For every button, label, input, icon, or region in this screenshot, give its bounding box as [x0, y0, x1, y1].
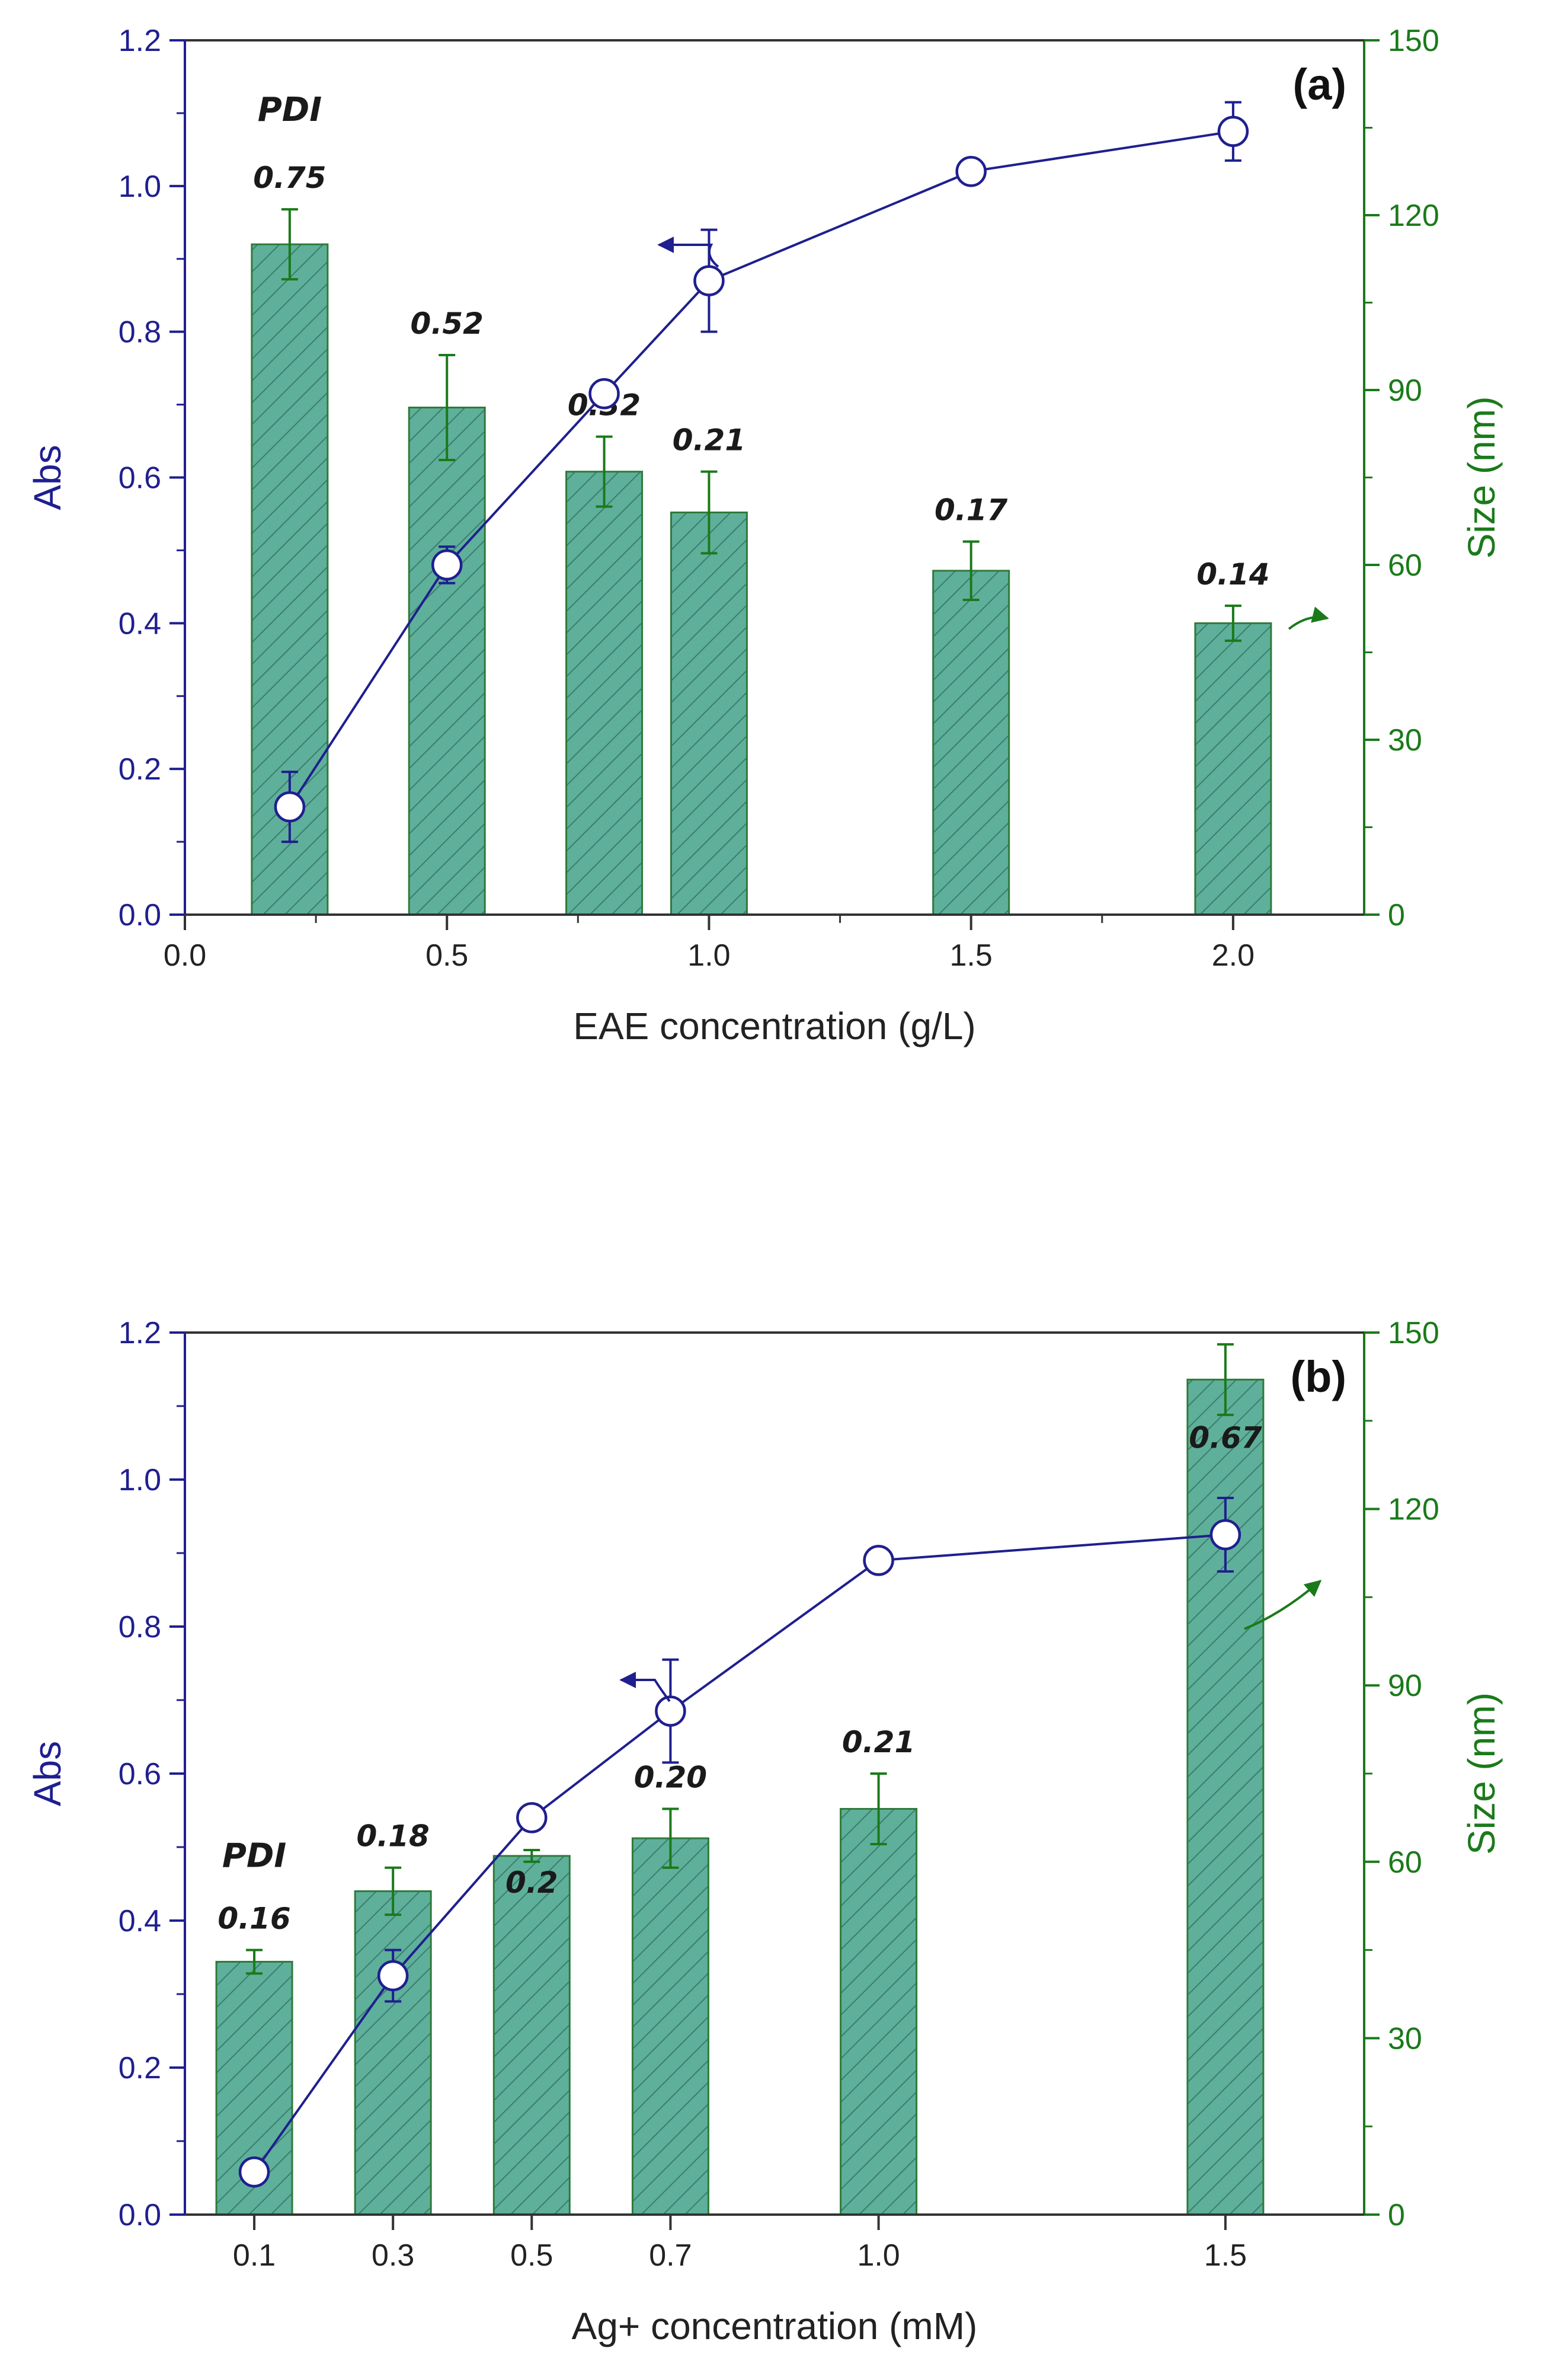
y-tick-label: 0.6 [119, 1757, 161, 1791]
y2-tick-label: 30 [1388, 2021, 1422, 2056]
pdi-header: PDI [222, 1837, 286, 1876]
x-axis-title: EAE concentration (g/L) [573, 1005, 975, 1047]
size-bar [1194, 622, 1272, 916]
y2-tick-label: 30 [1388, 723, 1422, 758]
x-tick-label: 1.5 [950, 938, 993, 973]
y-tick-label: 1.0 [119, 1463, 161, 1497]
y2-tick-label: 0 [1388, 2198, 1405, 2232]
abs-axis-arrow [619, 1672, 671, 1702]
y-tick-label: 0.0 [119, 898, 161, 932]
pdi-label: 0.20 [634, 1761, 707, 1795]
abs-point [955, 156, 987, 187]
pdi-label: 0.52 [411, 306, 484, 341]
size-bar [840, 1808, 918, 2216]
x-tick-label: 0.1 [233, 2238, 276, 2273]
x-tick-label: 1.0 [857, 2238, 900, 2273]
y-tick-label: 0.4 [119, 1904, 161, 1938]
y-tick-label: 0.8 [119, 315, 161, 350]
abs-point [863, 1545, 894, 1576]
pdi-label: 0.67 [1189, 1420, 1262, 1455]
x-axis-title: Ag+ concentration (mM) [572, 2305, 978, 2347]
x-tick-label: 2.0 [1212, 938, 1255, 973]
size-bar [408, 407, 486, 916]
size-axis-arrow [1288, 606, 1329, 630]
y-axis-title: Abs [26, 1741, 69, 1806]
abs-series-line [253, 1534, 1226, 2173]
panel-label: (b) [1291, 1352, 1347, 1401]
y2-tick-label: 60 [1388, 1845, 1422, 1880]
abs-point [431, 549, 463, 581]
abs-point [693, 265, 725, 296]
y-tick-label: 0.2 [119, 2051, 161, 2085]
y-tick-label: 1.0 [119, 170, 161, 204]
y-tick-label: 0.0 [119, 2198, 161, 2232]
pdi-label: 0.75 [253, 161, 326, 195]
y-tick-label: 0.6 [119, 461, 161, 496]
panel-label: (a) [1293, 60, 1346, 109]
abs-point [516, 1802, 548, 1833]
abs-point [1217, 116, 1249, 147]
y2-tick-label: 120 [1388, 199, 1439, 233]
pdi-label: 0.17 [935, 493, 1008, 528]
y-tick-label: 0.2 [119, 752, 161, 787]
x-tick-label: 0.7 [649, 2238, 692, 2273]
pdi-label: 0.21 [673, 423, 745, 458]
abs-point [655, 1695, 686, 1727]
x-tick-label: 0.3 [372, 2238, 414, 2273]
pdi-label: 0.14 [1196, 557, 1269, 592]
y2-tick-label: 90 [1388, 1669, 1422, 1703]
y2-tick-label: 120 [1388, 1493, 1439, 1527]
y-tick-label: 1.2 [119, 24, 161, 58]
abs-series-line [289, 130, 1234, 808]
y2-tick-label: 60 [1388, 548, 1422, 583]
pdi-label: 0.2 [505, 1865, 558, 1900]
x-tick-label: 1.0 [687, 938, 730, 973]
size-bar [565, 471, 644, 916]
x-tick-label: 0.0 [164, 938, 206, 973]
x-tick-label: 0.5 [510, 2238, 553, 2273]
pdi-label: 0.16 [217, 1902, 290, 1936]
y-tick-label: 0.8 [119, 1610, 161, 1644]
size-bar [631, 1837, 709, 2216]
size-bar [492, 1855, 571, 2216]
y2-tick-label: 0 [1388, 898, 1405, 932]
y2-axis-title: Size (nm) [1460, 397, 1503, 559]
y2-tick-label: 90 [1388, 373, 1422, 408]
panel-b: 0.16 0.18 0.2 0.20 0.21 0.67 PDI 0.0 0.2 0.4 0.6 0.… [26, 1316, 1503, 2347]
size-bar [354, 1890, 432, 2216]
abs-axis-arrow [657, 237, 719, 268]
size-bar [670, 512, 748, 916]
x-tick-label: 1.5 [1204, 2238, 1247, 2273]
abs-point [377, 1960, 409, 1992]
abs-point [588, 378, 620, 410]
abs-point [1209, 1519, 1241, 1551]
pdi-label: 0.21 [842, 1725, 915, 1759]
y-tick-label: 1.2 [119, 1316, 161, 1350]
y-tick-label: 0.4 [119, 606, 161, 641]
abs-point [274, 791, 306, 823]
panel-a: 0.750.520.320.210.170.14PDI0.00.20.40.60… [26, 24, 1503, 1047]
x-tick-label: 0.5 [425, 938, 468, 973]
pdi-label: 0.18 [356, 1819, 429, 1854]
y2-tick-label: 150 [1388, 24, 1439, 58]
size-axis-arrow [1244, 1580, 1322, 1630]
pdi-header: PDI [258, 91, 322, 129]
y2-axis-title: Size (nm) [1460, 1692, 1503, 1855]
abs-point [238, 2156, 270, 2188]
y2-tick-label: 150 [1388, 1316, 1439, 1350]
y-axis-title: Abs [26, 445, 69, 510]
size-bar [932, 570, 1010, 916]
